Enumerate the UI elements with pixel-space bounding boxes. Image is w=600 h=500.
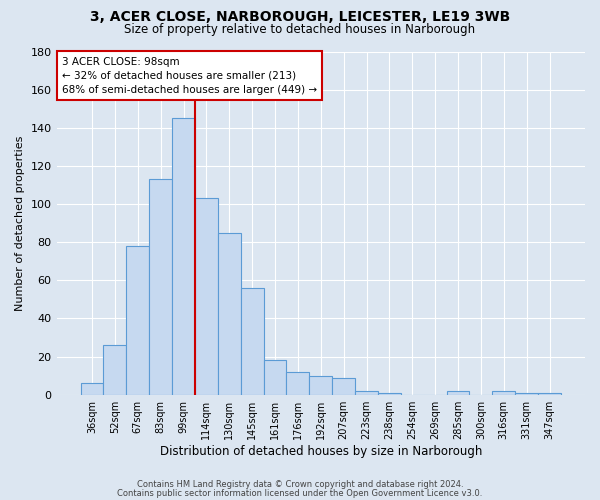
Bar [493, 391, 515, 394]
Bar [127, 246, 149, 394]
Bar [241, 288, 263, 395]
Bar [378, 393, 401, 394]
Bar [218, 232, 241, 394]
Bar [103, 345, 127, 395]
Bar [332, 378, 355, 394]
Bar [149, 179, 172, 394]
Text: Size of property relative to detached houses in Narborough: Size of property relative to detached ho… [124, 22, 476, 36]
Bar [286, 372, 310, 394]
Bar [195, 198, 218, 394]
Text: 3, ACER CLOSE, NARBOROUGH, LEICESTER, LE19 3WB: 3, ACER CLOSE, NARBOROUGH, LEICESTER, LE… [90, 10, 510, 24]
Bar [446, 391, 469, 394]
Bar [355, 391, 378, 394]
Bar [80, 384, 103, 394]
X-axis label: Distribution of detached houses by size in Narborough: Distribution of detached houses by size … [160, 444, 482, 458]
Bar [172, 118, 195, 394]
Bar [515, 393, 538, 394]
Bar [538, 393, 561, 394]
Bar [310, 376, 332, 394]
Bar [263, 360, 286, 394]
Y-axis label: Number of detached properties: Number of detached properties [15, 136, 25, 311]
Text: Contains HM Land Registry data © Crown copyright and database right 2024.: Contains HM Land Registry data © Crown c… [137, 480, 463, 489]
Text: 3 ACER CLOSE: 98sqm
← 32% of detached houses are smaller (213)
68% of semi-detac: 3 ACER CLOSE: 98sqm ← 32% of detached ho… [62, 56, 317, 94]
Text: Contains public sector information licensed under the Open Government Licence v3: Contains public sector information licen… [118, 488, 482, 498]
